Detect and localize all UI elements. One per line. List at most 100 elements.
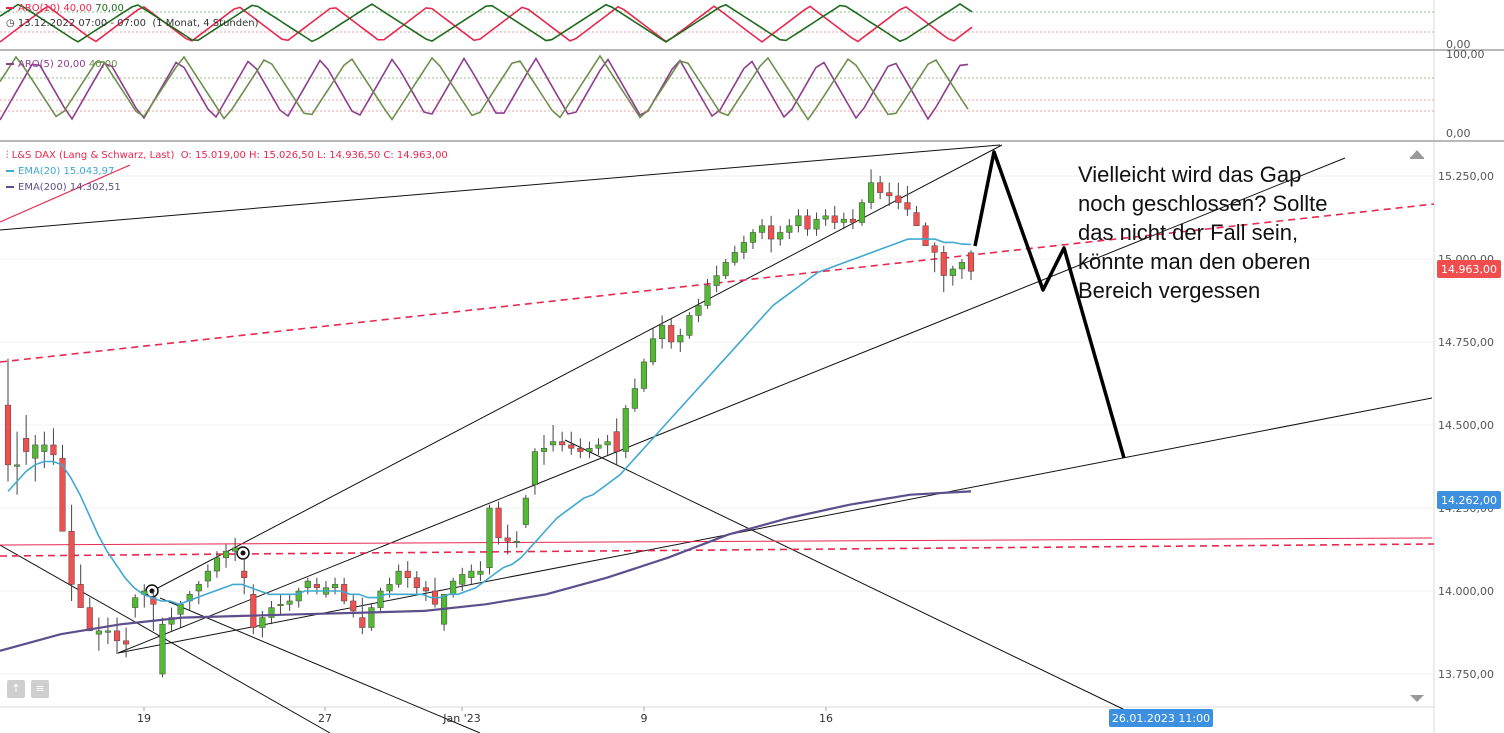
period-label: (1 Monat, 4 Stunden) [152, 18, 259, 29]
candle-body [768, 225, 775, 240]
candle-body [77, 584, 84, 608]
candle-body [677, 335, 684, 343]
y-tick-label: 15.250,00 [1438, 170, 1494, 183]
candle-body [41, 444, 48, 452]
y-tick-label: 14.500,00 [1438, 419, 1494, 432]
candle-body [559, 441, 566, 446]
candle-body [404, 570, 411, 578]
candle-body [168, 617, 175, 625]
candle-body [459, 574, 466, 585]
ema200-legend[interactable]: EMA(200) 14.302,51 [6, 182, 121, 193]
ema200-value: 14.302,51 [69, 182, 121, 193]
user-drawing [973, 150, 1126, 459]
aro10-panel: 0,00 [0, 3, 1471, 51]
candle-body [740, 242, 747, 253]
annotation-line-4: könnte man den oberen [1078, 249, 1311, 274]
candle-body [731, 252, 738, 263]
candle-body [32, 444, 39, 459]
x-tick-label: 9 [641, 712, 648, 725]
aro5-label: ARO(5) [18, 59, 54, 70]
candle-body [377, 590, 384, 608]
aro5-line-purple [0, 56, 969, 121]
annotation-line-2: noch geschlossen? Sollte [1078, 191, 1328, 216]
x-tick-label: 16 [819, 712, 833, 725]
instrument-legend[interactable]: ⫶ L&S DAX (Lang & Schwarz, Last) O: 15.0… [6, 150, 448, 161]
candle-body [277, 604, 284, 607]
candle-body [104, 630, 111, 633]
candle-body [332, 584, 339, 588]
candle-body [813, 218, 820, 230]
candle-body [604, 441, 611, 446]
candle-body [468, 570, 475, 578]
svg-text:14.262,00: 14.262,00 [1441, 494, 1497, 507]
candle-body [749, 232, 757, 243]
candle-body [858, 202, 866, 223]
y-tick-label: 13.750,00 [1438, 668, 1494, 681]
candle-body [313, 584, 320, 588]
ema20-legend[interactable]: EMA(20) 15.043,97 [6, 166, 114, 177]
aro10-legend[interactable]: ARO(10) 40,00 70,00 [6, 3, 124, 14]
aro10-value1: 40,00 [63, 3, 93, 14]
candle-body [877, 182, 884, 193]
tool-button-up[interactable]: ↑ [7, 680, 25, 698]
candle-body [259, 617, 266, 628]
candle-body [777, 232, 784, 240]
candle-body [704, 285, 711, 306]
candle-body [904, 202, 911, 210]
candle-body [295, 590, 302, 602]
candle-body [504, 537, 511, 542]
aro10-y-label: 0,00 [1446, 38, 1471, 51]
candle-body [786, 225, 793, 233]
lower-rising-trendline [117, 157, 1346, 654]
arrow-up-icon: ↑ [11, 682, 21, 695]
candle-body [123, 640, 130, 645]
ohlc-values: O: 15.019,00 H: 15.026,50 L: 14.936,50 C… [180, 150, 448, 161]
candle-body [840, 218, 847, 223]
candle-body [613, 431, 620, 452]
candle-body [86, 607, 93, 632]
candle-body [477, 570, 484, 575]
scroll-up-icon[interactable] [1410, 150, 1424, 158]
tool-button-menu[interactable]: ≡ [31, 680, 49, 698]
forecast-path [973, 150, 1126, 459]
candle-body [213, 557, 221, 572]
candle-body [268, 607, 275, 618]
candle-body [722, 262, 729, 276]
candle-body [849, 218, 856, 223]
scroll-down-icon[interactable] [1410, 695, 1424, 702]
candle-body [758, 225, 766, 233]
svg-text:14.963,00: 14.963,00 [1441, 263, 1497, 276]
candle-body [550, 441, 557, 446]
aro5-legend[interactable]: ARO(5) 20,00 40,00 [6, 59, 117, 70]
candle-body [177, 604, 184, 615]
candle-body [422, 587, 429, 592]
aro5-line-green [0, 54, 969, 121]
candle-body [913, 212, 920, 227]
candle-body [868, 182, 875, 203]
candle-body [95, 630, 102, 635]
candle-body [895, 195, 902, 203]
candle-body [967, 252, 975, 272]
candle-body [577, 447, 584, 452]
aro5-y-label-bottom: 0,00 [1446, 127, 1471, 140]
candle-body [886, 192, 893, 197]
candle-body [531, 451, 538, 486]
candle-body [250, 594, 257, 628]
candle-body [958, 262, 965, 270]
candle-body [713, 275, 720, 286]
svg-text:26.01.2023 11:00: 26.01.2023 11:00 [1112, 712, 1210, 725]
candle-body [395, 570, 402, 585]
candle-body [132, 597, 139, 608]
candle-body [386, 584, 393, 592]
candle-body [649, 338, 657, 363]
candle-body [586, 447, 593, 452]
y-tick-label: 14.000,00 [1438, 585, 1494, 598]
aro5-value1: 20,00 [57, 59, 86, 70]
date-range: 13.12.2022 07:00 - 07:00 [17, 18, 146, 29]
support-trendline [117, 397, 1433, 654]
candle-body [23, 438, 30, 452]
falling-trendline-2 [159, 597, 481, 733]
candle-body [822, 215, 829, 220]
